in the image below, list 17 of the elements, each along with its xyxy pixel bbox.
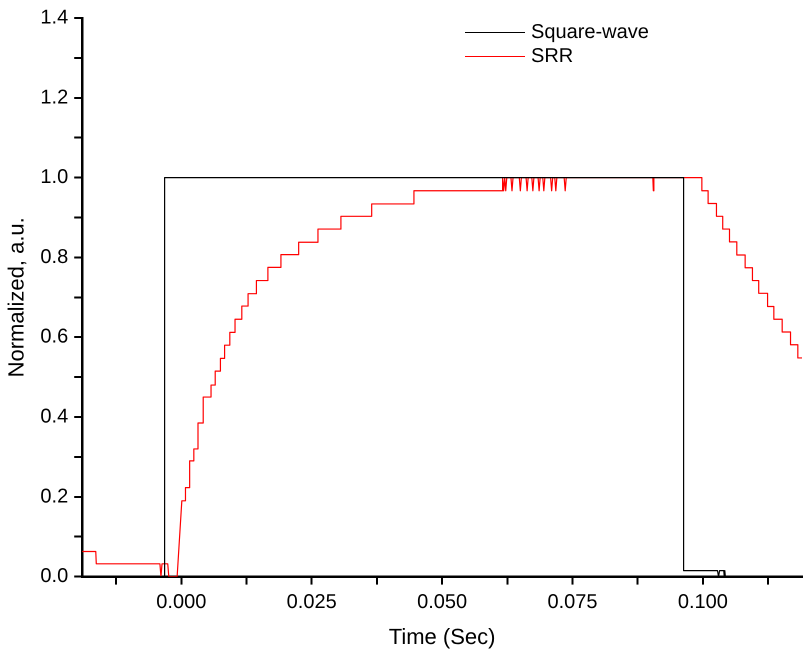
- y-tick-label: 1.0: [40, 166, 68, 188]
- x-tick-label: 0.025: [286, 591, 337, 614]
- y-tick-label: 0.0: [40, 565, 68, 588]
- y-tick-label: 0.2: [40, 485, 68, 508]
- y-axis-title: Normalized, a.u.: [3, 217, 28, 378]
- x-tick-label: 0.050: [417, 591, 468, 614]
- x-tick-label: 0.100: [678, 591, 728, 614]
- legend-label: SRR: [531, 44, 574, 68]
- y-tick-label: 0.4: [40, 406, 68, 428]
- x-axis-title: Time (Sec): [388, 624, 496, 649]
- legend-label: Square-wave: [531, 20, 649, 44]
- y-tick-label: 1.2: [40, 86, 68, 108]
- y-tick-label: 0.8: [40, 246, 68, 268]
- y-tick-label: 0.6: [40, 326, 68, 348]
- y-tick-label: 1.4: [40, 6, 68, 29]
- x-tick-label: 0.075: [547, 591, 598, 614]
- x-tick-label: 0.000: [156, 591, 206, 614]
